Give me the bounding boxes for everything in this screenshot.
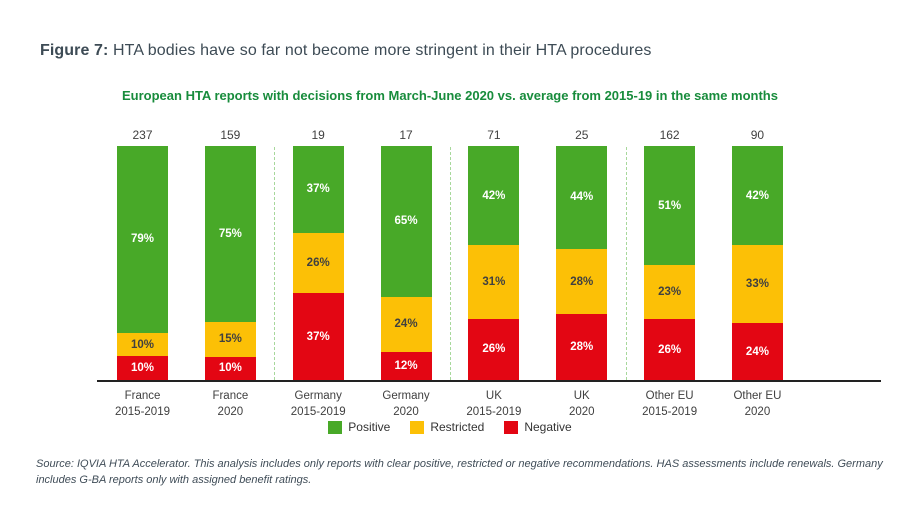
bar-total-label: 90 — [750, 128, 765, 142]
x-axis-label-period: 2020 — [393, 405, 419, 418]
stacked-bar-5: 71 42% 31% 26% — [468, 129, 520, 380]
bar-segment-restricted: 26% — [292, 232, 344, 294]
bar-segment-negative: 24% — [731, 323, 783, 380]
legend-item-negative: Negative — [504, 420, 572, 434]
source-note: Source: IQVIA HTA Accelerator. This anal… — [36, 458, 883, 486]
bar-segment-positive: 75% — [204, 146, 256, 322]
negative-swatch-icon — [504, 420, 519, 434]
bar-segment-positive: 42% — [468, 146, 520, 246]
stacked-bar-8: 90 42% 33% 24% — [731, 129, 783, 380]
legend-label-negative: Negative — [524, 420, 572, 434]
figure-title-text: HTA bodies have so far not become more s… — [108, 42, 652, 59]
bar-total-label: 25 — [575, 128, 589, 142]
stacked-bar-7: 162 51% 23% 26% — [644, 129, 696, 380]
stacked-bar-6: 25 44% 28% 28% — [556, 129, 608, 380]
bar-segment-positive: 65% — [380, 146, 432, 297]
plot-area: 237 79% 10% 10% France 2015-2019 159 75% 15% 10% F… — [97, 129, 881, 418]
bar-segment-negative: 26% — [644, 319, 696, 380]
bar-segment-negative: 10% — [117, 356, 168, 380]
x-axis-label: Germany 2015-2019 — [258, 390, 378, 418]
chart-subtitle: European HTA reports with decisions from… — [122, 88, 778, 103]
x-axis-label: France 2015-2019 — [83, 390, 203, 418]
x-axis-label-country: France — [124, 390, 161, 402]
x-axis-label: Other EU 2020 — [697, 390, 817, 418]
positive-swatch-icon — [328, 420, 343, 434]
bar-segment-negative: 26% — [468, 318, 520, 380]
bar-segment-restricted: 24% — [380, 296, 432, 353]
x-axis-label-period: 2020 — [744, 405, 771, 418]
bar-total-label: 19 — [311, 128, 325, 142]
bar-segment-restricted: 33% — [731, 245, 783, 324]
x-axis-label-period: 2015-2019 — [466, 405, 522, 418]
bar-segment-restricted: 28% — [556, 248, 608, 315]
x-axis-label-period: 2015-2019 — [642, 405, 698, 418]
x-axis-label-period: 2015-2019 — [290, 405, 346, 418]
x-axis-label-country: UK — [573, 390, 590, 402]
legend-label-positive: Positive — [348, 420, 391, 434]
bar-total-label: 17 — [399, 128, 413, 142]
stacked-bar-4: 17 65% 24% 12% — [380, 129, 432, 380]
bar-segment-positive: 44% — [556, 146, 608, 249]
x-axis-label-period: 2015-2019 — [115, 405, 170, 418]
bar-segment-positive: 37% — [292, 146, 344, 233]
x-axis-label: Other EU 2015-2019 — [610, 390, 730, 418]
bar-segment-positive: 42% — [731, 146, 783, 246]
stacked-bar-3: 19 37% 26% 37% — [292, 129, 344, 380]
x-axis-label: UK 2020 — [522, 390, 642, 418]
legend-item-positive: Positive — [328, 420, 390, 434]
x-axis-label: UK 2015-2019 — [434, 390, 554, 418]
bar-segment-restricted: 31% — [468, 245, 520, 319]
restricted-swatch-icon — [410, 420, 425, 434]
x-axis-label-country: France — [212, 390, 249, 402]
legend-item-restricted: Restricted — [410, 420, 484, 434]
x-axis-label: Germany 2020 — [346, 390, 466, 418]
bar-segment-restricted: 10% — [117, 332, 168, 357]
x-axis-label: France 2020 — [170, 390, 290, 418]
bar-segment-negative: 10% — [204, 356, 256, 380]
bar-total-label: 162 — [659, 128, 680, 142]
stacked-bar-1: 237 79% 10% 10% — [117, 129, 168, 380]
bar-segment-negative: 28% — [556, 314, 608, 380]
figure-title-prefix: Figure 7: — [40, 42, 109, 59]
bar-segment-restricted: 15% — [204, 321, 256, 357]
bar-segment-positive: 51% — [644, 146, 696, 266]
x-axis-label-period: 2020 — [568, 405, 595, 418]
x-axis-label-country: Germany — [294, 390, 342, 402]
group-separator-line — [625, 147, 627, 380]
x-axis-label-country: Germany — [382, 390, 430, 402]
bar-total-label: 71 — [487, 128, 501, 142]
chart-legend: Positive Restricted Negative — [0, 420, 900, 434]
bar-segment-positive: 79% — [117, 146, 168, 333]
x-axis-label-country: Other EU — [645, 390, 694, 402]
figure-title: Figure 7: HTA bodies have so far not bec… — [40, 42, 651, 60]
bar-total-label: 159 — [220, 128, 241, 142]
group-separator-line — [449, 147, 451, 380]
bar-segment-restricted: 23% — [644, 265, 696, 320]
x-axis-label-country: UK — [485, 390, 502, 402]
x-axis-label-country: Other EU — [733, 390, 782, 402]
bar-segment-negative: 37% — [292, 293, 344, 380]
group-separator-line — [274, 147, 276, 380]
bar-total-label: 237 — [132, 128, 153, 142]
x-axis-label-period: 2020 — [217, 405, 244, 418]
stacked-bar-2: 159 75% 15% 10% — [204, 129, 256, 380]
bar-segment-negative: 12% — [380, 352, 432, 380]
legend-label-restricted: Restricted — [430, 420, 485, 434]
